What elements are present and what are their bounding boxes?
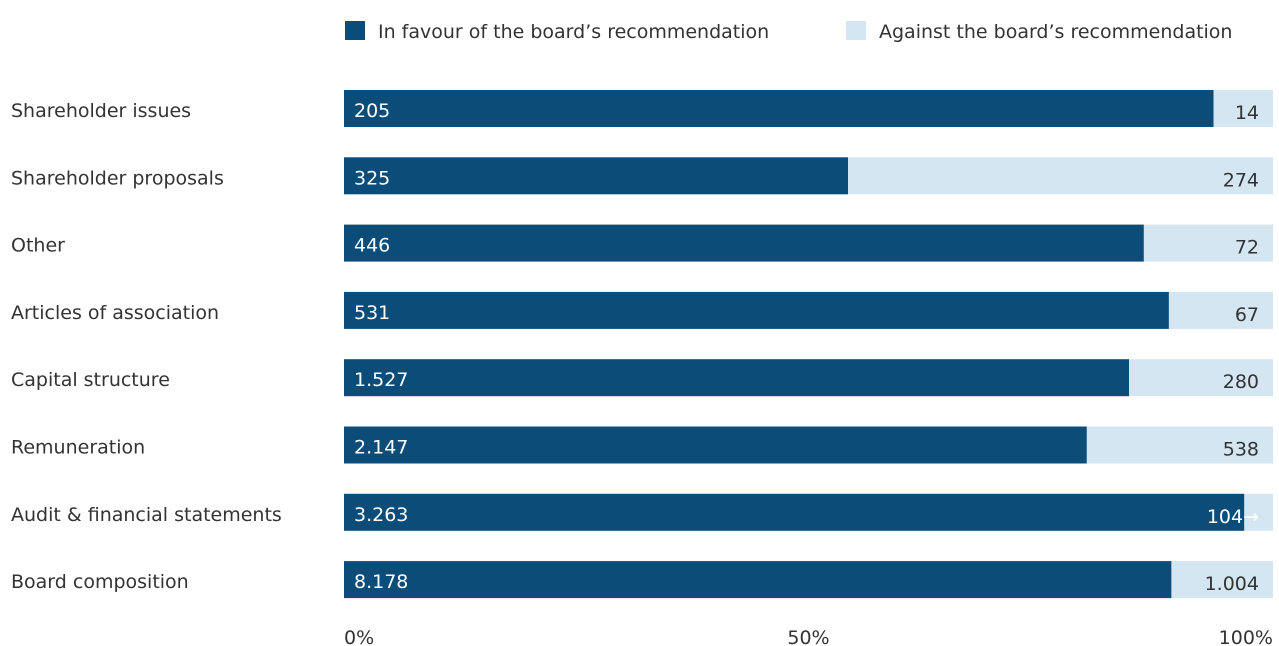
x-axis: 0% 50% 100%: [344, 627, 1273, 646]
bar-in-favour: [344, 359, 1130, 397]
value-label-against: 67: [1235, 304, 1259, 326]
value-labels: 205 14 325 274 446 72 531 67 1.527 280 2.147 538 3.2…: [354, 100, 1259, 595]
legend-swatch-1: [345, 21, 365, 40]
bar-in-favour: [344, 157, 849, 195]
value-label-in-favour: 446: [354, 235, 390, 257]
category-label: Capital structure: [11, 369, 170, 391]
value-label-in-favour: 2.147: [354, 437, 408, 459]
bar-against: [1168, 291, 1273, 329]
bar-against: [1129, 359, 1273, 397]
category-label: Board composition: [11, 571, 189, 593]
x-tick-label: 0%: [344, 627, 374, 646]
legend-swatch-2: [846, 21, 866, 40]
value-label-in-favour: 205: [354, 100, 390, 122]
value-label-against: 1.004: [1205, 573, 1259, 595]
value-label-in-favour: 3.263: [354, 504, 408, 526]
legend-label-1: In favour of the board’s recommendation: [378, 21, 769, 43]
bar-in-favour: [344, 426, 1087, 464]
bar-in-favour: [344, 291, 1169, 329]
bar-against: [1213, 90, 1273, 127]
value-label-in-favour: 8.178: [354, 571, 408, 593]
bar-against: [1244, 493, 1273, 531]
category-label: Shareholder issues: [11, 100, 191, 122]
bar-in-favour: [344, 561, 1172, 599]
category-label: Remuneration: [11, 437, 145, 459]
bar-in-favour: [344, 90, 1214, 127]
x-tick-label: 50%: [787, 627, 829, 646]
category-label: Shareholder proposals: [11, 167, 224, 189]
category-label: Other: [11, 235, 65, 257]
bars: [344, 90, 1273, 599]
bar-against: [1086, 426, 1273, 464]
value-label-against: 14: [1235, 102, 1259, 124]
value-label-against: 72: [1235, 237, 1259, 259]
value-label-in-favour: 1.527: [354, 369, 408, 391]
bar-in-favour: [344, 224, 1144, 262]
value-label-in-favour: 531: [354, 302, 390, 324]
legend-label-2: Against the board’s recommendation: [879, 21, 1232, 43]
value-label-against: 274: [1223, 169, 1259, 191]
category-label: Audit & financial statements: [11, 504, 282, 526]
bar-in-favour: [344, 493, 1245, 531]
category-labels: Shareholder issues Shareholder proposals O…: [11, 100, 282, 593]
value-label-against: 538: [1223, 439, 1259, 461]
value-label-against: 280: [1223, 371, 1259, 393]
category-label: Articles of association: [11, 302, 219, 324]
legend: In favour of the board’s recommendation A…: [345, 21, 1232, 43]
value-label-in-favour: 325: [354, 167, 390, 189]
bar-against: [1171, 561, 1273, 599]
bar-against: [848, 157, 1273, 195]
bar-against: [1143, 224, 1273, 262]
value-label-against: 104→: [1207, 506, 1259, 528]
x-tick-label: 100%: [1219, 627, 1273, 646]
